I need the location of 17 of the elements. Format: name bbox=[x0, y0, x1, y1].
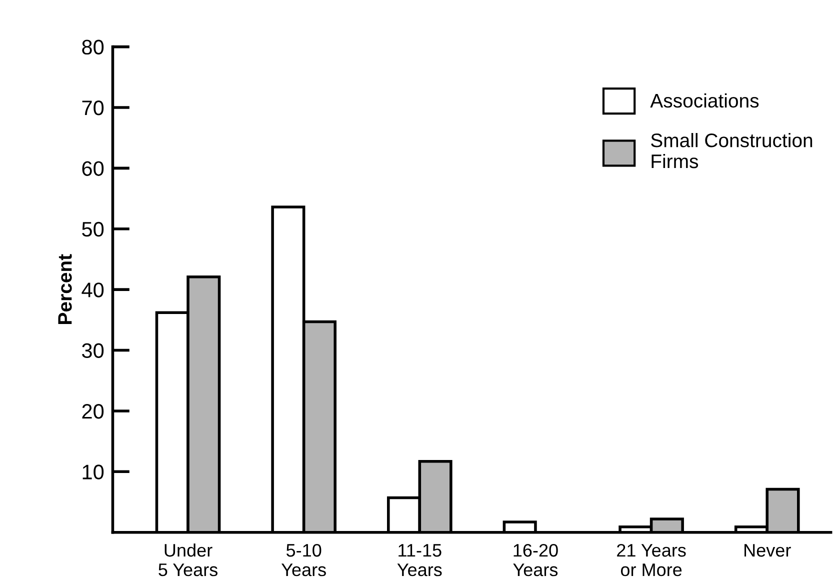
y-tick-label: 70 bbox=[82, 100, 104, 116]
y-tick-label: 50 bbox=[82, 222, 104, 237]
y-tick-label: 40 bbox=[82, 282, 104, 298]
x-tick-label: 5-10 Years bbox=[281, 544, 326, 576]
y-tick-label: 20 bbox=[82, 404, 104, 419]
y-axis-title: Percent bbox=[58, 254, 72, 324]
legend-label: Associations bbox=[650, 93, 759, 108]
x-tick-label: 21 Years or More bbox=[617, 544, 686, 576]
x-tick-label: Under 5 Years bbox=[158, 543, 218, 576]
y-tick-label: 80 bbox=[82, 40, 104, 55]
x-tick-label: 16-20 Years bbox=[513, 544, 558, 576]
legend-label: Small Construction Firms bbox=[651, 133, 812, 168]
x-tick-label: 11-15 Years bbox=[397, 544, 442, 576]
y-tick-label: 60 bbox=[82, 161, 104, 176]
y-tick-label: 10 bbox=[82, 464, 104, 480]
y-tick-label: 30 bbox=[82, 343, 104, 358]
x-tick-label: Never bbox=[744, 544, 791, 557]
